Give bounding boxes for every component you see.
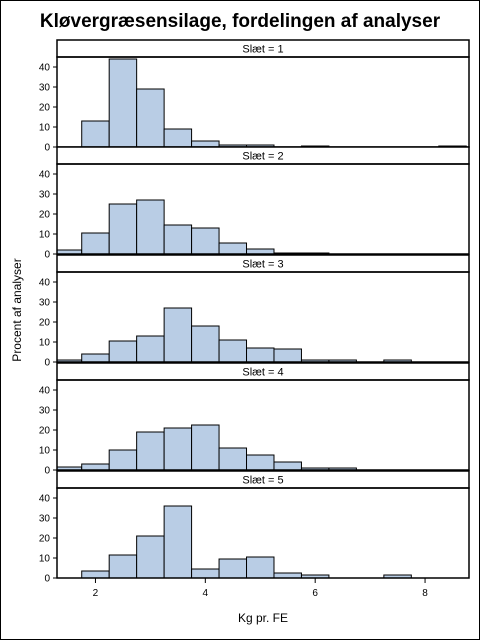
histogram-bar [218, 242, 248, 255]
y-axis-label: Procent af analyser [10, 258, 24, 361]
histogram-bar [246, 556, 275, 579]
histogram-bar [273, 348, 302, 363]
panel-1: Slæt = 1 0 10 20 30 40 [39, 39, 470, 154]
histogram-bar [136, 431, 165, 471]
y-tick-label: 0 [44, 574, 50, 585]
histogram-bar [191, 325, 220, 363]
y-tick-label: 40 [39, 494, 51, 505]
histogram-bar [163, 224, 193, 255]
y-tick-label: 20 [39, 103, 51, 114]
histogram-bar [218, 447, 248, 471]
panel-plot-frame [56, 271, 470, 363]
histogram-bar [273, 461, 302, 471]
histogram-bar [81, 120, 110, 148]
y-tick-label: 30 [39, 190, 51, 201]
y-tick-label: 30 [39, 83, 51, 94]
histogram-bar [218, 558, 248, 579]
y-tick-label: 10 [39, 446, 51, 457]
histogram-bar [81, 463, 110, 471]
histogram-bar [246, 454, 275, 471]
y-tick-label: 20 [39, 534, 51, 545]
histogram-bar [108, 58, 138, 148]
y-tick-label: 40 [39, 386, 51, 397]
panel-strip-label: Slæt = 4 [242, 367, 283, 379]
histogram-bar [163, 427, 193, 471]
y-tick-label: 10 [39, 338, 51, 349]
histogram-bar [136, 88, 165, 148]
y-tick-label: 10 [39, 123, 51, 134]
y-tick-label: 0 [44, 250, 50, 261]
panel-2: Slæt = 2 0 10 20 30 40 [39, 146, 470, 261]
y-tick-label: 10 [39, 554, 51, 565]
x-tick-label: 6 [312, 588, 318, 599]
y-tick-label: 30 [39, 514, 51, 525]
histogram-bar [136, 335, 165, 363]
histogram-bar [191, 424, 220, 471]
histogram-bar [136, 199, 165, 255]
panel-strip-label: Slæt = 2 [242, 151, 283, 163]
y-tick-label: 30 [39, 298, 51, 309]
histogram-bar [108, 340, 138, 363]
histogram-bar [108, 554, 138, 579]
panel-strip-label: Slæt = 3 [242, 259, 283, 271]
y-tick-label: 20 [39, 426, 51, 437]
x-tick-label: 4 [203, 588, 209, 599]
y-tick-label: 0 [44, 143, 50, 154]
histogram-bar [191, 227, 220, 255]
y-tick-label: 40 [39, 278, 51, 289]
x-tick-label: 8 [422, 588, 428, 599]
y-tick-label: 0 [44, 466, 50, 477]
panel-plot-frame [56, 163, 470, 255]
x-axis: 2 4 6 8 [93, 578, 428, 599]
panel-3: Slæt = 3 0 10 20 30 40 [39, 254, 470, 369]
y-tick-label: 30 [39, 406, 51, 417]
histogram-bar [191, 140, 220, 148]
histogram-bar [136, 535, 165, 579]
histogram-bar [163, 128, 193, 148]
panel-5: Slæt = 5 0 10 20 30 40 [39, 470, 470, 585]
histogram-bar [81, 353, 110, 363]
histogram-bar [108, 203, 138, 255]
histogram-bar [246, 347, 275, 363]
y-tick-label: 20 [39, 318, 51, 329]
chart-title: Kløvergræsensilage, fordelingen af analy… [40, 11, 441, 32]
y-tick-label: 40 [39, 170, 51, 181]
histogram-bar [81, 570, 110, 579]
histogram-bar [108, 449, 138, 471]
y-tick-label: 0 [44, 358, 50, 369]
panel-strip-label: Slæt = 1 [242, 44, 283, 56]
panel-4: Slæt = 4 0 10 20 30 40 [39, 362, 470, 477]
panel-plot-frame [56, 487, 470, 579]
histogram-bar [191, 568, 220, 579]
panel-strip-label: Slæt = 5 [242, 475, 283, 487]
histogram-bar [163, 307, 193, 363]
panel-plot-frame [56, 379, 470, 471]
histogram-bar [81, 232, 110, 255]
y-tick-label: 20 [39, 210, 51, 221]
histogram-bar [163, 505, 193, 579]
x-tick-label: 2 [93, 588, 99, 599]
x-axis-label: Kg pr. FE [238, 611, 288, 625]
y-tick-label: 40 [39, 63, 51, 74]
y-tick-label: 10 [39, 230, 51, 241]
histogram-bar [218, 339, 248, 363]
